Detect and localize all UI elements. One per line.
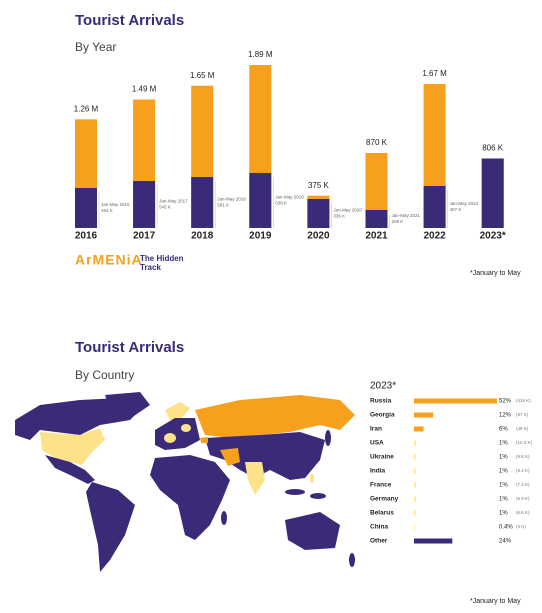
jan-may-name: Jan-May 2017 bbox=[159, 199, 188, 204]
jan-may-name: Jan-May 2019 bbox=[275, 195, 304, 200]
jan-may-label: 209 K bbox=[392, 219, 404, 224]
value-label: 52% bbox=[499, 399, 512, 405]
value-label: 1% bbox=[499, 469, 508, 475]
bar bbox=[414, 412, 434, 418]
jan-may-label: 591 K bbox=[217, 203, 229, 208]
x-tick-label: 2022 bbox=[423, 231, 446, 242]
value-label: 12% bbox=[499, 413, 512, 419]
count-label: (9.4 K) bbox=[516, 468, 530, 473]
jan-may-label: 336 K bbox=[333, 214, 345, 219]
category-label: France bbox=[370, 482, 392, 489]
count-label: (6.9 K) bbox=[516, 496, 530, 501]
count-label: (97 K) bbox=[516, 412, 529, 417]
jan-may-bar bbox=[191, 177, 214, 228]
category-label: China bbox=[370, 524, 388, 531]
jan-may-label: 545 K bbox=[159, 205, 171, 210]
count-label: (9.8 K) bbox=[516, 454, 530, 459]
chart-subtitle: By Country bbox=[75, 368, 134, 382]
jan-may-label: 638 K bbox=[275, 201, 287, 206]
chart-subtitle: By Year bbox=[75, 40, 116, 54]
chart-title: Tourist Arrivals bbox=[75, 339, 184, 356]
x-tick-label: 2016 bbox=[75, 231, 98, 242]
jan-may-bar bbox=[133, 180, 156, 228]
value-label: 6% bbox=[499, 427, 508, 433]
category-label: Russia bbox=[370, 398, 392, 405]
footnote: *January to May bbox=[470, 598, 521, 605]
bar bbox=[414, 524, 415, 530]
jan-may-bar bbox=[423, 185, 446, 228]
bar bbox=[414, 398, 497, 404]
jan-may-bar bbox=[365, 209, 388, 228]
x-tick-label: 2018 bbox=[191, 231, 214, 242]
panel-heading: 2023* bbox=[370, 381, 396, 392]
jan-may-name: Jan-May 2018 bbox=[217, 197, 246, 202]
x-tick-label: 2020 bbox=[307, 231, 330, 242]
x-tick-label: 2017 bbox=[133, 231, 156, 242]
jan-may-name: Jan-May 2020 bbox=[333, 208, 362, 213]
category-label: Ukraine bbox=[370, 454, 394, 461]
jan-may-label: 487 K bbox=[450, 207, 462, 212]
bar bbox=[414, 426, 424, 432]
category-label: Iran bbox=[370, 426, 382, 433]
value-label: 1% bbox=[499, 511, 508, 517]
total-bar bbox=[365, 152, 388, 228]
value-label: 0.4% bbox=[499, 525, 513, 531]
count-label: (3 K) bbox=[516, 524, 526, 529]
category-label: India bbox=[370, 468, 386, 475]
bar bbox=[414, 510, 416, 516]
count-label: (7.4 K) bbox=[516, 482, 530, 487]
count-label: (10.4 K) bbox=[516, 440, 533, 445]
total-label: 1.65 M bbox=[190, 71, 215, 80]
value-label: 1% bbox=[499, 483, 508, 489]
brand: ArMENiA bbox=[75, 252, 143, 268]
jan-may-bar bbox=[75, 187, 97, 228]
value-label: 24% bbox=[499, 539, 512, 545]
brand-tagline: The Hidden bbox=[140, 254, 184, 263]
jan-may-bar bbox=[307, 199, 330, 228]
total-label: 1.67 M bbox=[422, 69, 447, 78]
count-label: (419 K) bbox=[516, 398, 531, 403]
category-label: Georgia bbox=[370, 412, 395, 419]
jan-may-name: Jan-May 2016 bbox=[101, 202, 130, 207]
jan-may-name: Jan-May 2022 bbox=[450, 201, 479, 206]
bar bbox=[414, 482, 416, 488]
total-label: 1.49 M bbox=[132, 85, 157, 94]
value-label: 1% bbox=[499, 455, 508, 461]
total-label: 1.89 M bbox=[248, 50, 273, 59]
brand-tagline: Track bbox=[140, 263, 161, 272]
count-label: (6.6 K) bbox=[516, 510, 530, 515]
bar bbox=[414, 440, 416, 446]
total-label: 1.26 M bbox=[74, 104, 99, 113]
chart-title: Tourist Arrivals bbox=[75, 12, 184, 29]
jan-may-name: Jan-May 2021 bbox=[392, 213, 421, 218]
jan-may-label: 464 K bbox=[101, 208, 113, 213]
value-label: 1% bbox=[499, 497, 508, 503]
bar bbox=[414, 468, 416, 474]
category-label: Belarus bbox=[370, 510, 394, 517]
bar bbox=[414, 454, 416, 460]
total-label: 806 K bbox=[482, 144, 504, 153]
jan-may-bar bbox=[481, 158, 504, 228]
category-label: Germany bbox=[370, 496, 399, 503]
x-tick-label: 2023* bbox=[480, 231, 506, 242]
value-label: 1% bbox=[499, 441, 508, 447]
bar bbox=[414, 538, 453, 544]
category-label: Other bbox=[370, 538, 388, 545]
x-tick-label: 2019 bbox=[249, 231, 272, 242]
footnote: *January to May bbox=[470, 270, 521, 277]
bar bbox=[414, 496, 416, 502]
world-map bbox=[15, 392, 355, 572]
total-label: 375 K bbox=[308, 181, 330, 190]
category-label: USA bbox=[370, 440, 384, 447]
x-tick-label: 2021 bbox=[365, 231, 388, 242]
total-label: 870 K bbox=[366, 138, 388, 147]
jan-may-bar bbox=[249, 172, 272, 228]
count-label: (48 K) bbox=[516, 426, 529, 431]
